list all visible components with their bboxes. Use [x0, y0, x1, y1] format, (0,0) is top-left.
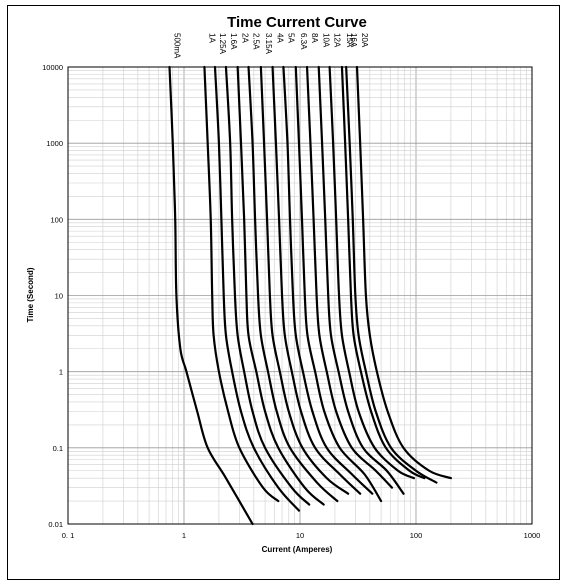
x-tick-label: 1000	[524, 531, 541, 540]
chart-title: Time Current Curve	[227, 14, 367, 31]
x-tick-label: 1	[182, 531, 186, 540]
y-tick-label: 1	[59, 368, 63, 377]
grid	[67, 67, 532, 525]
curve-label: 15A	[345, 33, 354, 48]
curve-12a	[328, 65, 416, 480]
curve-label: 3.15A	[264, 33, 273, 55]
curve-label: 500mA	[173, 33, 182, 59]
plot-area-border	[67, 66, 533, 525]
curve-20a	[355, 65, 453, 480]
curve-label: 6.3A	[299, 33, 308, 50]
curve-label: 1.25A	[218, 33, 227, 55]
curve-label: 2.5A	[252, 33, 261, 50]
y-tick-label: 10	[55, 292, 63, 301]
curve-10a	[317, 65, 405, 495]
curve-5a	[282, 65, 374, 495]
chart-frame	[7, 5, 560, 580]
curve-label: 12A	[333, 33, 342, 48]
curve-label: 4A	[276, 33, 285, 43]
curve-500ma	[168, 65, 254, 526]
y-tick-label: 100	[50, 215, 63, 224]
curve-label: 5A	[287, 33, 296, 43]
curve-4a	[271, 65, 362, 495]
y-tick-label: 1000	[46, 139, 63, 148]
y-tick-label: 0.1	[53, 444, 63, 453]
x-tick-labels: 0. 1 1 10 100 1000	[62, 531, 541, 540]
curves-group	[168, 65, 453, 526]
curve-3-15a	[259, 65, 350, 495]
curve-2-5a	[247, 65, 339, 503]
curve-label: 1.6A	[229, 33, 238, 50]
curve-label: 16A	[349, 33, 358, 48]
curve-label: 20A	[360, 33, 369, 48]
curve-6-3a	[294, 65, 383, 503]
curve-1-25a	[213, 65, 301, 512]
y-axis-label: Time (Second)	[26, 267, 35, 322]
curve-1a	[203, 65, 280, 503]
y-tick-labels: 0.01 0.1 1 10 100 1000 10000	[42, 63, 63, 529]
curve-label: 2A	[241, 33, 250, 43]
curve-labels-group: 500mA 1A 1.25A 1.6A 2A 2.5A 3.15A 4A 5A 6.3A 8A 10A…	[173, 33, 370, 59]
curve-label: 10A	[322, 33, 331, 48]
y-tick-label: 10000	[42, 63, 63, 72]
x-axis-label: Current (Amperes)	[262, 545, 333, 554]
y-tick-label: 0.01	[48, 520, 63, 529]
curve-2a	[236, 65, 325, 506]
x-tick-label: 10	[296, 531, 304, 540]
curve-1-6a	[224, 65, 311, 506]
curve-8a	[305, 65, 394, 489]
curve-label: 8A	[310, 33, 319, 43]
curve-15a	[340, 65, 426, 480]
x-tick-label: 100	[410, 531, 423, 540]
curve-16a	[345, 65, 438, 484]
x-tick-label: 0. 1	[62, 531, 75, 540]
curve-label: 1A	[207, 33, 216, 43]
